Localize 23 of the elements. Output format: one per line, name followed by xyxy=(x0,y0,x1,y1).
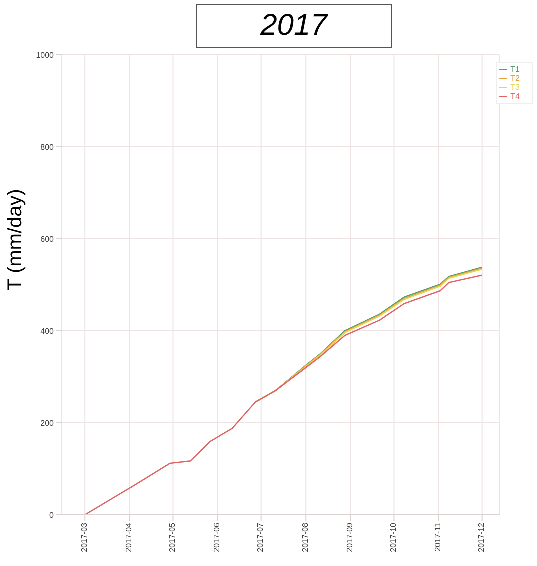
y-axis-title: T (mm/day) xyxy=(4,189,28,291)
x-tick-label: 2017-06 xyxy=(212,522,222,552)
x-tick-label: 2017-11 xyxy=(434,522,443,552)
x-tick-label: 2017-08 xyxy=(300,522,310,552)
chart-title: 2017 xyxy=(196,4,392,48)
legend-label: T4 xyxy=(510,92,520,101)
legend-label: T1 xyxy=(510,65,520,74)
x-tick-label: 2017-04 xyxy=(124,522,134,552)
y-tick-label: 0 xyxy=(50,510,55,520)
x-tick-label: 2017-10 xyxy=(388,522,398,552)
y-tick-label: 1000 xyxy=(36,50,55,60)
x-tick-label: 2017-12 xyxy=(477,522,486,552)
x-tick-label: 2017-05 xyxy=(168,522,177,552)
y-tick-label: 400 xyxy=(40,326,55,336)
x-tick-label: 2017-09 xyxy=(346,522,355,552)
line-series xyxy=(84,274,483,515)
x-tick-label: 2017-07 xyxy=(256,522,266,552)
x-tick-label: 2017-03 xyxy=(80,522,89,552)
y-tick-label: 200 xyxy=(40,418,55,428)
legend-label: T2 xyxy=(510,74,520,83)
y-tick-label: 800 xyxy=(40,142,55,152)
y-tick-label: 600 xyxy=(40,234,55,244)
legend-label: T3 xyxy=(510,83,520,92)
